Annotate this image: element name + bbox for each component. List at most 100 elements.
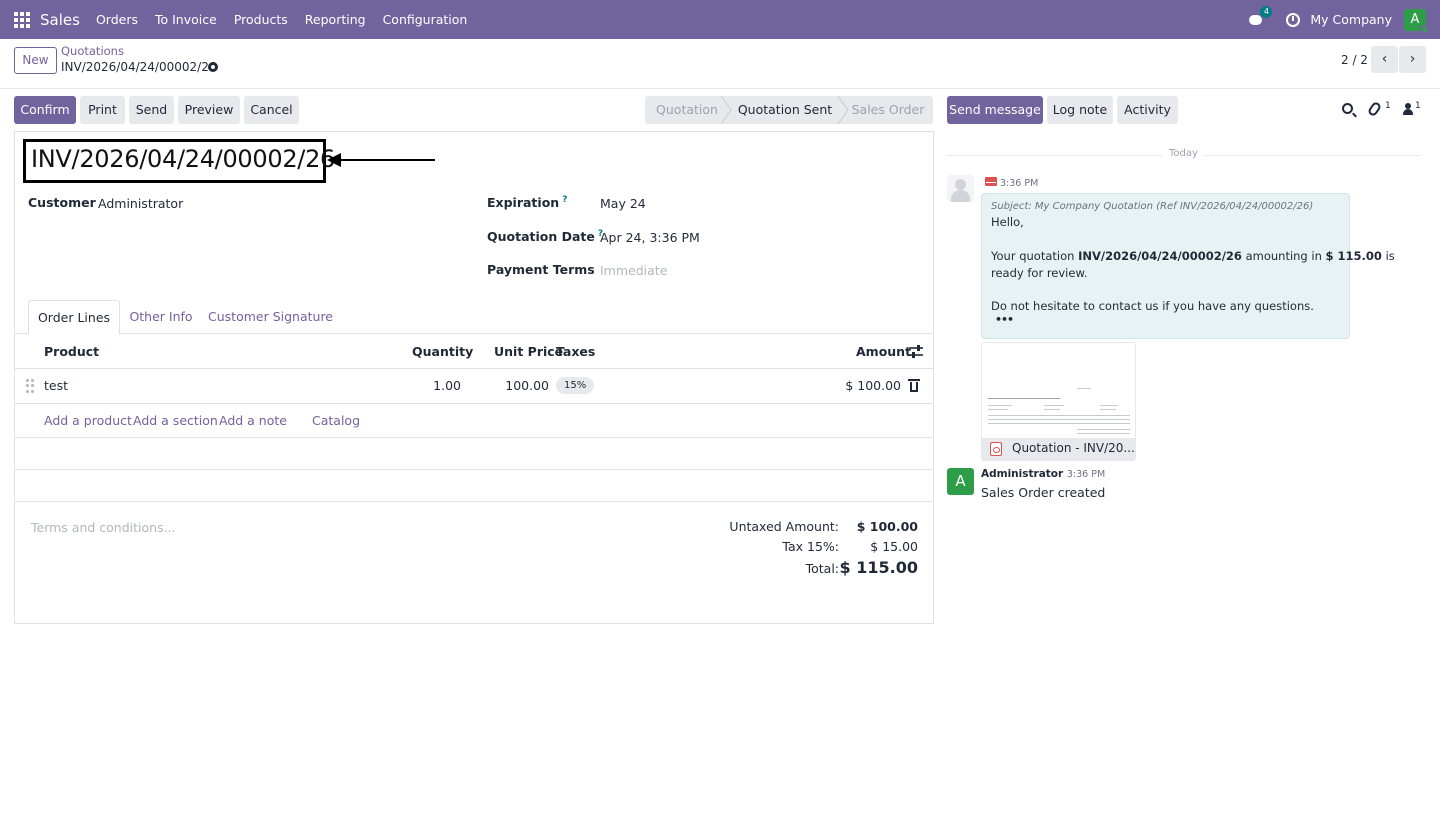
stage-separator (721, 96, 732, 124)
total-label: Total: (805, 561, 839, 576)
message-body-line2: ready for review. (991, 266, 1088, 280)
untaxed-amount-value: $ 100.00 (856, 519, 918, 534)
message-text: amounting in (1241, 249, 1326, 263)
note-author-name[interactable]: Administrator (981, 468, 1064, 480)
follower-count: 1 (1415, 101, 1421, 111)
preview-button[interactable]: Preview (178, 96, 240, 124)
payment-terms-field[interactable]: Immediate (600, 263, 668, 278)
attachment-name[interactable]: Quotation - INV/20... (1012, 441, 1135, 455)
column-taxes[interactable]: Taxes (556, 344, 596, 359)
app-brand[interactable]: Sales (40, 10, 80, 29)
send-button[interactable]: Send (129, 96, 174, 124)
note-author: Administrator 3:36 PM (981, 468, 1105, 480)
stage-sales-order[interactable]: Sales Order (851, 102, 925, 117)
cell-amount: $ 100.00 (845, 378, 901, 393)
add-section-link[interactable]: Add a section (133, 413, 218, 428)
user-avatar[interactable]: A (1404, 8, 1429, 34)
menu-to-invoice[interactable]: To Invoice (154, 12, 217, 27)
cell-unit-price[interactable]: 100.00 (505, 378, 549, 393)
message-closing: Do not hesitate to contact us if you hav… (991, 299, 1314, 313)
search-icon[interactable] (1342, 103, 1353, 114)
expand-message-button[interactable]: ••• (995, 313, 1014, 326)
expiration-label-text: Expiration (487, 195, 560, 210)
attachment-count: 1 (1385, 101, 1391, 111)
tab-other-info[interactable]: Other Info (129, 309, 193, 324)
record-title[interactable]: INV/2026/04/24/00002/26 (31, 145, 336, 173)
optional-columns-toggle-icon[interactable] (909, 345, 923, 358)
cell-product[interactable]: test (44, 378, 69, 393)
stage-separator (838, 96, 849, 124)
activity-button[interactable]: Activity (1117, 96, 1178, 124)
help-icon[interactable]: ? (597, 229, 604, 239)
add-product-link[interactable]: Add a product (44, 413, 132, 428)
column-amount[interactable]: Amount (856, 344, 912, 359)
note-time: 3:36 PM (1066, 469, 1106, 480)
message-time: 3:36 PM (1000, 178, 1039, 189)
empty-row (15, 470, 933, 502)
message-text: Your quotation (991, 249, 1079, 263)
new-button[interactable]: New (14, 47, 57, 74)
annotation-arrow-icon (327, 153, 435, 167)
expiration-field[interactable]: May 24 (600, 196, 646, 211)
tab-customer-signature[interactable]: Customer Signature (208, 309, 333, 324)
discuss-chat-icon[interactable]: 4 (1248, 5, 1273, 28)
message-greeting: Hello, (991, 215, 1024, 229)
help-icon[interactable]: ? (562, 195, 568, 205)
column-unit-price[interactable]: Unit Price (494, 344, 564, 359)
message-bubble: Subject: My Company Quotation (Ref INV/2… (981, 193, 1395, 339)
stage-quotation-sent[interactable]: Quotation Sent (737, 102, 833, 117)
highlight-box: INV/2026/04/24/00002/26 (23, 139, 335, 183)
message-ref: INV/2026/04/24/00002/26 (1078, 249, 1242, 263)
log-note-button[interactable]: Log note (1047, 96, 1113, 124)
online-status-dot (1420, 24, 1429, 34)
column-product[interactable]: Product (44, 344, 100, 359)
catalog-link[interactable]: Catalog (312, 413, 361, 428)
company-switcher[interactable]: My Company (1310, 12, 1392, 27)
attachment-card[interactable]: Quotation - INV/20... (981, 342, 1136, 461)
pager-prev-button[interactable]: ‹ (1371, 46, 1398, 73)
menu-configuration[interactable]: Configuration (382, 12, 468, 27)
cancel-button[interactable]: Cancel (244, 96, 299, 124)
menu-orders[interactable]: Orders (95, 12, 138, 27)
terms-and-conditions-field[interactable]: Terms and conditions... (31, 520, 176, 535)
cell-quantity[interactable]: 1.00 (433, 378, 461, 393)
column-quantity[interactable]: Quantity (412, 344, 474, 359)
gear-icon[interactable] (208, 62, 218, 72)
confirm-button[interactable]: Confirm (14, 96, 76, 124)
attachment-bar: Quotation - INV/20... (982, 438, 1135, 460)
customer-field[interactable]: Administrator (98, 196, 184, 211)
drag-handle-icon[interactable] (26, 379, 34, 393)
date-divider-label: Today (1162, 148, 1205, 159)
menu-reporting[interactable]: Reporting (304, 12, 366, 27)
chevron-right-icon: › (1409, 51, 1416, 67)
paperclip-icon[interactable] (1366, 100, 1383, 118)
recipient-avatar (947, 175, 974, 202)
total-value: $ 115.00 (839, 558, 918, 577)
pdf-file-icon (990, 442, 1002, 456)
tax-badge[interactable]: 15% (556, 377, 595, 394)
breadcrumb-quotations[interactable]: Quotations (61, 44, 124, 58)
breadcrumb-current-record: INV/2026/04/24/00002/26 (61, 60, 217, 74)
send-message-button[interactable]: Send message (947, 96, 1043, 124)
quotation-date-field[interactable]: Apr 24, 3:36 PM (600, 230, 700, 245)
status-bar: Quotation Quotation Sent Sales Order (645, 96, 933, 124)
activity-clock-icon[interactable] (1286, 12, 1301, 27)
quotation-date-label-text: Quotation Date (487, 229, 595, 244)
pager-next-button[interactable]: › (1399, 46, 1426, 73)
stage-quotation[interactable]: Quotation (656, 102, 718, 117)
empty-row (15, 438, 933, 470)
trash-icon[interactable] (908, 379, 920, 392)
note-body: Sales Order created (981, 485, 1106, 500)
add-note-link[interactable]: Add a note (219, 413, 287, 428)
apps-menu-icon[interactable] (14, 11, 30, 28)
pager-value[interactable]: 2 / 2 (1341, 53, 1368, 67)
attachment-thumbnail[interactable] (982, 343, 1135, 438)
author-avatar[interactable]: A (947, 468, 974, 495)
payment-terms-label: Payment Terms (487, 262, 595, 277)
envelope-icon (985, 177, 997, 186)
followers-icon[interactable] (1403, 103, 1413, 115)
table-row[interactable]: test 1.00 100.00 15% $ 100.00 (15, 369, 933, 404)
tab-order-lines[interactable]: Order Lines (28, 300, 120, 335)
menu-products[interactable]: Products (233, 12, 288, 27)
print-button[interactable]: Print (80, 96, 125, 124)
